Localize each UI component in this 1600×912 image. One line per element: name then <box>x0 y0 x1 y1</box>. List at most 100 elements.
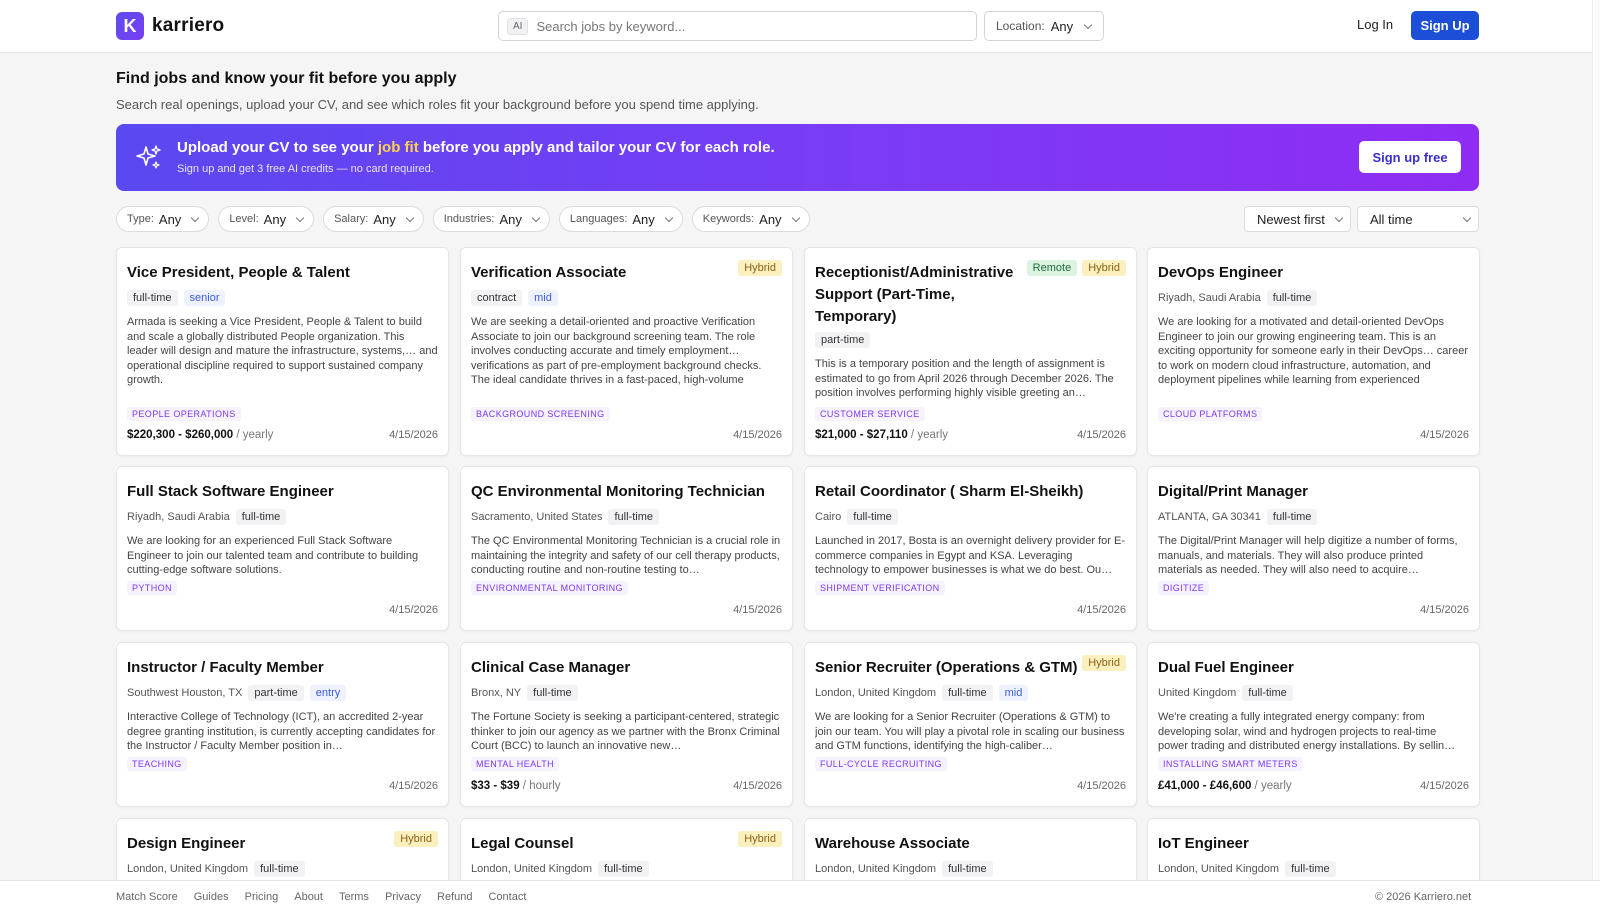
job-card[interactable]: IoT Engineer London, United Kingdom full-t… <box>1147 818 1480 888</box>
job-meta: Bronx, NY full-time <box>471 685 578 701</box>
filter-keywords[interactable]: Keywords: Any <box>691 206 810 232</box>
footer-link-about[interactable]: About <box>294 891 323 903</box>
job-description: This is a temporary position and the len… <box>815 358 1114 399</box>
job-card[interactable]: Full Stack Software Engineer Riyadh, Saud… <box>116 466 449 631</box>
job-card[interactable]: Warehouse Associate London, United Kingdo… <box>804 818 1137 888</box>
job-card[interactable]: Legal Counsel Hybrid London, United Kingdo… <box>460 818 793 888</box>
job-card[interactable]: Verification Associate Hybrid contract mid W… <box>460 247 793 456</box>
chevron-down-icon <box>1083 20 1093 29</box>
search-input[interactable] <box>536 18 957 34</box>
chevron-down-icon <box>295 213 305 222</box>
job-card[interactable]: QC Environmental Monitoring Technician Sa… <box>460 466 793 631</box>
footer-link-contact[interactable]: Contact <box>488 891 527 903</box>
job-title[interactable]: DevOps Engineer <box>1158 264 1284 281</box>
banner-subtitle: Sign up and get 3 free AI credits — no c… <box>177 163 434 175</box>
filter-value: Any <box>158 211 182 227</box>
filter-languages[interactable]: Languages: Any <box>558 206 683 232</box>
job-type-tag: part-time <box>815 332 871 348</box>
job-type-tag: full-time <box>1266 290 1318 306</box>
posted-date: 4/15/2026 <box>389 429 438 441</box>
job-meta: ATLANTA, GA 30341 full-time <box>1158 509 1318 525</box>
job-title[interactable]: Dual Fuel Engineer <box>1158 659 1294 676</box>
chevron-down-icon <box>405 213 414 222</box>
salary: $21,000 - $27,110 / yearly <box>815 429 948 441</box>
banner-highlight: job fit <box>377 139 419 156</box>
job-location: ATLANTA, GA 30341 <box>1158 511 1261 523</box>
job-title[interactable]: Design Engineer <box>127 835 246 852</box>
logo-text: karriero <box>152 15 225 36</box>
job-card[interactable]: Receptionist/Administrative Support (Par… <box>804 247 1137 456</box>
job-location: London, United Kingdom <box>815 863 937 875</box>
job-card[interactable]: Instructor / Faculty Member Southwest Hou… <box>116 642 449 807</box>
job-title[interactable]: QC Environmental Monitoring Technician <box>471 483 765 500</box>
job-type-tag: full-time <box>608 509 659 525</box>
job-card[interactable]: Design Engineer Hybrid London, United King… <box>116 818 449 888</box>
job-title[interactable]: Digital/Print Manager <box>1158 483 1309 500</box>
footer-link-privacy[interactable]: Privacy <box>384 891 421 903</box>
job-meta: United Kingdom full-time <box>1158 685 1293 701</box>
scrollbar[interactable] <box>1592 0 1600 880</box>
page-title: Find jobs and know your fit before you a… <box>116 70 457 87</box>
job-description: The Fortune Society is seeking a partici… <box>471 711 780 752</box>
login-link[interactable]: Log In <box>1357 17 1394 32</box>
badge-remote: Remote <box>1026 260 1078 276</box>
footer-link-guides[interactable]: Guides <box>193 891 229 903</box>
logo[interactable]: K karriero <box>116 12 224 40</box>
sort-order-select[interactable]: Newest first <box>1244 206 1351 232</box>
filter-level[interactable]: Level: Any <box>218 206 315 232</box>
signup-button[interactable]: Sign Up <box>1411 11 1479 40</box>
job-location: Bronx, NY <box>471 687 522 699</box>
footer-link-pricing[interactable]: Pricing <box>244 891 279 903</box>
job-card[interactable]: Vice President, People & Talent full-time… <box>116 247 449 456</box>
job-type-tag: full-time <box>127 290 178 306</box>
search-box[interactable]: AI <box>498 11 977 41</box>
chevron-down-icon <box>191 213 200 222</box>
signup-free-button[interactable]: Sign up free <box>1359 141 1461 173</box>
sparkles-icon <box>136 145 161 169</box>
job-card[interactable]: Dual Fuel Engineer United Kingdom full-tim… <box>1147 642 1480 807</box>
filter-salary[interactable]: Salary: Any <box>323 206 424 232</box>
footer-link-match-score[interactable]: Match Score <box>116 891 178 903</box>
job-type-tag: full-time <box>847 509 898 525</box>
time-range-select[interactable]: All time <box>1357 206 1479 232</box>
job-title[interactable]: Full Stack Software Engineer <box>127 483 334 500</box>
filter-type[interactable]: Type: Any <box>116 206 210 232</box>
skill-tag: MENTAL HEALTH <box>471 757 560 771</box>
job-title[interactable]: Receptionist/Administrative Support (Par… <box>815 264 1014 325</box>
job-description: We are looking for a motivated and detai… <box>1158 316 1468 386</box>
job-title[interactable]: Warehouse Associate <box>815 835 970 852</box>
job-card[interactable]: DevOps Engineer Riyadh, Saudi Arabia full-… <box>1147 247 1480 456</box>
job-location: Sacramento, United States <box>471 511 603 523</box>
job-title[interactable]: IoT Engineer <box>1158 835 1249 852</box>
job-card[interactable]: Retail Coordinator ( Sharm El-Sheikh) Cai… <box>804 466 1137 631</box>
job-card[interactable]: Clinical Case Manager Bronx, NY full-time T… <box>460 642 793 807</box>
job-title[interactable]: Retail Coordinator ( Sharm El-Sheikh) <box>815 483 1084 500</box>
chevron-down-icon <box>664 213 674 222</box>
job-title[interactable]: Legal Counsel <box>471 835 574 852</box>
job-description: The QC Environmental Monitoring Technici… <box>471 535 781 576</box>
filter-value: Any <box>263 211 287 227</box>
location-select[interactable]: Location: Any <box>984 11 1104 41</box>
skill-tag: CUSTOMER SERVICE <box>815 407 925 421</box>
filter-industries[interactable]: Industries: Any <box>432 206 550 232</box>
job-location: London, United Kingdom <box>127 863 249 875</box>
job-card[interactable]: Digital/Print Manager ATLANTA, GA 30341 fu… <box>1147 466 1480 631</box>
ai-chip: AI <box>507 17 529 35</box>
skill-tag: INSTALLING SMART METERS <box>1158 757 1303 771</box>
job-meta: London, United Kingdom full-time <box>1158 861 1336 877</box>
job-level-tag: mid <box>998 685 1029 701</box>
job-title[interactable]: Vice President, People & Talent <box>127 264 350 281</box>
footer-link-refund[interactable]: Refund <box>437 891 473 903</box>
footer-link-terms[interactable]: Terms <box>338 891 369 903</box>
job-description: We are seeking a detail-oriented and pro… <box>471 316 762 386</box>
job-meta: Sacramento, United States full-time <box>471 509 659 525</box>
job-title[interactable]: Clinical Case Manager <box>471 659 631 676</box>
job-title[interactable]: Senior Recruiter (Operations & GTM) <box>815 659 1078 676</box>
posted-date: 4/15/2026 <box>1420 604 1469 616</box>
job-description: We're creating a fully integrated energy… <box>1158 711 1456 752</box>
skill-tag: PEOPLE OPERATIONS <box>127 407 241 421</box>
job-card[interactable]: Senior Recruiter (Operations & GTM) Hybri… <box>804 642 1137 807</box>
job-title[interactable]: Instructor / Faculty Member <box>127 659 324 676</box>
job-title[interactable]: Verification Associate <box>471 264 627 281</box>
logo-mark: K <box>116 12 144 40</box>
